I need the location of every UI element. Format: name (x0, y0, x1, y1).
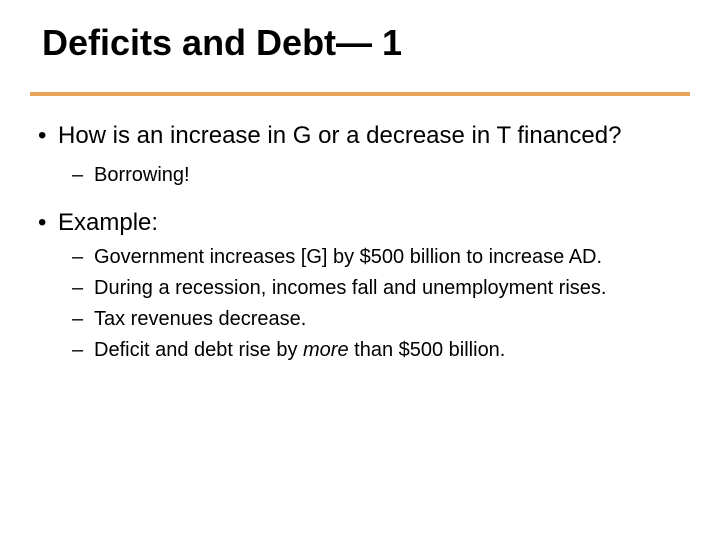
bullet-level1: • How is an increase in G or a decrease … (38, 120, 690, 152)
bullet-level2: – Borrowing! (72, 162, 690, 189)
bullet-text: Tax revenues decrease. (94, 306, 690, 333)
bullet-dash-icon: – (72, 244, 94, 271)
bullet-text: How is an increase in G or a decrease in… (58, 120, 690, 152)
slide: Deficits and Debt— 1 • How is an increas… (0, 0, 720, 540)
text-span: than $500 billion. (349, 339, 506, 361)
bullet-dash-icon: – (72, 337, 94, 364)
bullet-level2: – During a recession, incomes fall and u… (72, 275, 690, 302)
bullet-text: Borrowing! (94, 162, 690, 189)
bullet-level2: – Government increases [G] by $500 billi… (72, 244, 690, 271)
bullet-level2: – Deficit and debt rise by more than $50… (72, 337, 690, 364)
bullet-dot-icon: • (38, 120, 58, 152)
bullet-text: During a recession, incomes fall and une… (94, 275, 690, 302)
text-emphasis: more (303, 339, 349, 361)
slide-body: • How is an increase in G or a decrease … (30, 120, 690, 364)
bullet-dot-icon: • (38, 207, 58, 239)
title-rule (30, 92, 690, 96)
bullet-text: Example: (58, 207, 690, 239)
bullet-text: Deficit and debt rise by more than $500 … (94, 337, 690, 364)
bullet-dash-icon: – (72, 306, 94, 333)
text-span: Deficit and debt rise by (94, 339, 303, 361)
bullet-level2: – Tax revenues decrease. (72, 306, 690, 333)
sub-bullet-group: – Government increases [G] by $500 billi… (38, 244, 690, 364)
bullet-dash-icon: – (72, 275, 94, 302)
bullet-text: Government increases [G] by $500 billion… (94, 244, 690, 271)
slide-title: Deficits and Debt— 1 (42, 22, 690, 64)
bullet-level1: • Example: (38, 207, 690, 239)
bullet-dash-icon: – (72, 162, 94, 189)
